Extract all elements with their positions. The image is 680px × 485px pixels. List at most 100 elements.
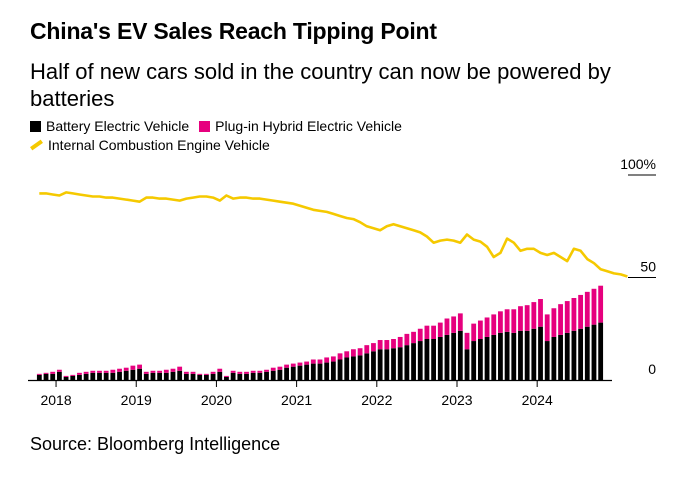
bev-bar-62 xyxy=(451,332,457,380)
phev-bar-11 xyxy=(110,369,116,373)
bev-bar-22 xyxy=(183,373,189,380)
bev-bar-35 xyxy=(270,370,276,380)
bev-bar-82 xyxy=(584,326,590,380)
bev-bar-21 xyxy=(177,370,183,380)
x-tick-label-2021: 2021 xyxy=(281,392,312,408)
legend-label-phev: Plug-in Hybrid Electric Vehicle xyxy=(215,118,402,134)
bev-bar-27 xyxy=(217,371,223,380)
bev-bar-70 xyxy=(504,331,510,380)
bev-bar-5 xyxy=(70,375,76,380)
phev-bar-70 xyxy=(504,309,510,332)
bev-bar-20 xyxy=(170,371,176,380)
chart-title: China's EV Sales Reach Tipping Point xyxy=(30,18,437,44)
legend-row-1: Battery Electric Vehicle Plug-in Hybrid … xyxy=(30,118,412,134)
bev-bar-11 xyxy=(110,372,116,380)
bev-bar-47 xyxy=(351,356,356,380)
phev-bar-54 xyxy=(397,336,403,348)
phev-bar-15 xyxy=(137,364,142,369)
bev-bar-0 xyxy=(36,374,42,380)
bev-bar-77 xyxy=(551,336,557,380)
bev-bar-14 xyxy=(130,369,136,380)
bev-bar-53 xyxy=(391,348,396,380)
phev-bar-84 xyxy=(598,285,604,323)
phev-bar-26 xyxy=(210,371,216,374)
bev-bar-59 xyxy=(431,339,437,380)
x-tick-label-2020: 2020 xyxy=(201,392,232,408)
legend-item-bev: Battery Electric Vehicle xyxy=(30,118,189,134)
bev-bar-31 xyxy=(244,373,249,380)
bev-bar-8 xyxy=(90,372,96,380)
phev-bar-74 xyxy=(531,302,537,329)
phev-bar-34 xyxy=(264,369,269,372)
phev-bar-17 xyxy=(150,370,156,373)
phev-bar-2 xyxy=(50,371,56,374)
x-axis: 2018 2019 2020 2021 2022 2023 2024 xyxy=(28,379,612,408)
phev-bar-58 xyxy=(424,325,430,339)
phev-bar-24 xyxy=(197,373,203,375)
phev-bar-39 xyxy=(297,362,303,366)
legend-row-2: Internal Combustion Engine Vehicle xyxy=(30,137,280,153)
bev-bar-36 xyxy=(277,369,283,380)
legend-label-ice: Internal Combustion Engine Vehicle xyxy=(48,137,270,153)
bev-bar-24 xyxy=(197,374,203,380)
phev-bar-3 xyxy=(56,369,62,372)
bev-bar-33 xyxy=(257,372,263,380)
bev-bar-66 xyxy=(477,339,483,380)
bev-bar-65 xyxy=(471,341,477,380)
phev-bar-22 xyxy=(183,371,189,374)
y-axis: 100% 50 0 xyxy=(620,156,656,377)
phev-bar-13 xyxy=(123,367,129,371)
bev-bar-18 xyxy=(157,372,163,380)
phev-bar-19 xyxy=(163,369,169,373)
phev-bar-80 xyxy=(571,298,577,331)
phev-bar-76 xyxy=(544,314,550,342)
phev-bar-29 xyxy=(230,370,236,373)
phev-bar-67 xyxy=(484,317,490,337)
phev-bar-23 xyxy=(190,371,196,374)
x-tick-label-2022: 2022 xyxy=(361,392,392,408)
bev-bar-73 xyxy=(524,330,530,380)
phev-bar-12 xyxy=(117,368,122,372)
bev-bar-26 xyxy=(210,373,216,380)
y-tick-label-0: 100% xyxy=(620,156,656,172)
phev-bar-14 xyxy=(130,365,136,370)
bev-bar-67 xyxy=(484,336,490,380)
phev-bar-5 xyxy=(70,374,76,376)
phev-bar-18 xyxy=(157,370,163,373)
bev-bar-6 xyxy=(77,374,82,380)
bev-bar-61 xyxy=(444,334,450,380)
bev-bar-13 xyxy=(123,370,129,380)
bev-bar-37 xyxy=(284,367,289,380)
bev-bar-43 xyxy=(324,362,330,380)
legend-item-phev: Plug-in Hybrid Electric Vehicle xyxy=(199,118,402,134)
phev-bar-10 xyxy=(103,370,109,373)
phev-bar-43 xyxy=(324,357,330,363)
bev-bar-50 xyxy=(371,351,376,380)
bev-bar-28 xyxy=(224,376,229,380)
bev-bar-7 xyxy=(83,373,89,380)
phev-bar-68 xyxy=(491,314,497,335)
phev-bar-21 xyxy=(177,366,183,371)
bev-bar-69 xyxy=(498,332,503,380)
phev-bar-72 xyxy=(518,306,523,331)
phev-bar-47 xyxy=(351,349,356,357)
phev-bar-66 xyxy=(477,320,483,339)
phev-bar-65 xyxy=(471,323,477,342)
bev-bar-25 xyxy=(203,374,209,380)
bev-bar-12 xyxy=(117,371,122,380)
phev-bar-20 xyxy=(170,368,176,372)
phev-bar-7 xyxy=(83,371,89,374)
bev-bar-48 xyxy=(357,355,363,380)
x-tick-label-2019: 2019 xyxy=(121,392,152,408)
bev-bar-56 xyxy=(411,343,416,380)
x-tick-label-2018: 2018 xyxy=(40,392,71,408)
legend-item-ice: Internal Combustion Engine Vehicle xyxy=(30,137,270,153)
phev-bar-77 xyxy=(551,308,557,337)
bev-bar-75 xyxy=(538,326,543,380)
phev-bar-6 xyxy=(77,372,82,375)
bev-bar-83 xyxy=(591,324,597,380)
phev-bar-44 xyxy=(330,356,336,362)
source-note: Source: Bloomberg Intelligence xyxy=(30,434,281,454)
bev-bar-10 xyxy=(103,372,109,380)
phev-bar-52 xyxy=(384,340,390,350)
